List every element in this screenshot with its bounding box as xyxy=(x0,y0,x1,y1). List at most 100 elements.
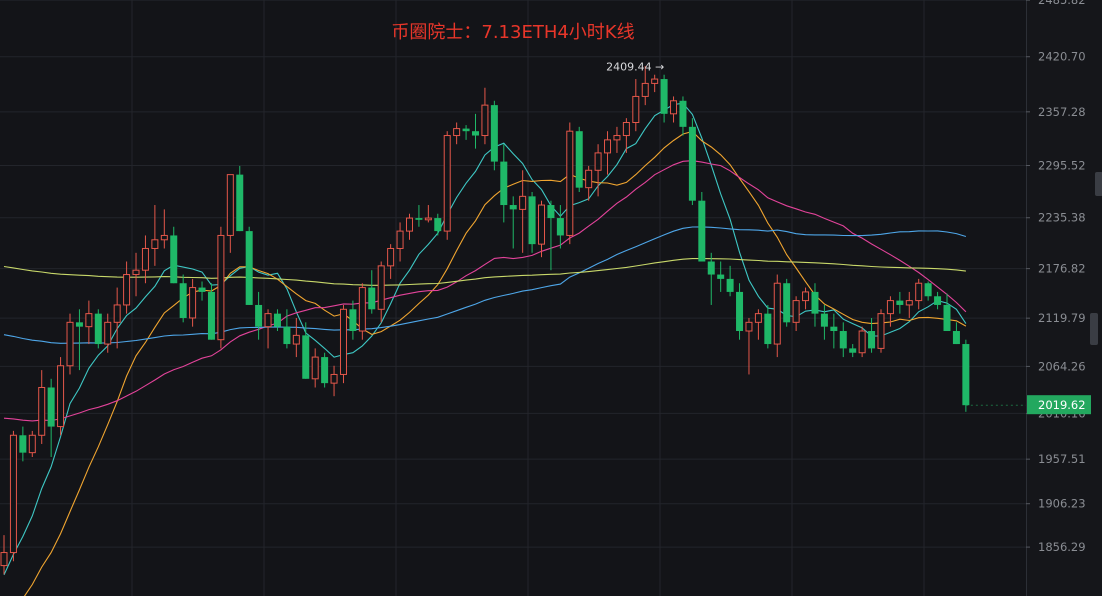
candle-body-47 xyxy=(443,135,451,232)
y-tick-label-3: 2295.52 xyxy=(1038,158,1086,172)
candle-body-31 xyxy=(292,334,300,345)
candle-body-20 xyxy=(189,287,197,319)
candle-body-43 xyxy=(405,217,413,232)
candle-body-87 xyxy=(820,313,828,327)
candle-body-52 xyxy=(490,105,498,162)
candle-body-29 xyxy=(273,313,281,327)
candle-body-69 xyxy=(651,78,659,84)
candle-body-30 xyxy=(283,326,291,345)
candle-body-19 xyxy=(179,283,187,318)
y-tick-label-2: 2357.28 xyxy=(1038,105,1086,119)
candle-body-83 xyxy=(783,283,791,323)
candle-body-8 xyxy=(75,322,83,327)
candle-body-102 xyxy=(962,344,970,406)
candle-body-7 xyxy=(66,321,74,367)
candle-body-76 xyxy=(717,274,725,279)
candle-body-35 xyxy=(330,373,338,384)
candle-body-49 xyxy=(462,128,470,132)
candle-body-33 xyxy=(311,356,319,380)
candle-body-11 xyxy=(104,321,112,345)
candle-body-92 xyxy=(868,331,876,349)
candle-body-22 xyxy=(207,291,215,340)
candle-body-46 xyxy=(434,218,442,232)
candle-body-97 xyxy=(915,282,923,302)
ma-line-blue xyxy=(3,226,967,344)
candle-body-55 xyxy=(519,195,527,210)
candle-body-61 xyxy=(575,131,583,188)
candle-body-77 xyxy=(726,278,734,292)
candle-body-24 xyxy=(226,174,234,236)
candle-body-75 xyxy=(707,261,715,275)
candle-body-67 xyxy=(632,95,640,124)
candle-body-1 xyxy=(9,434,17,554)
candle-body-78 xyxy=(736,291,744,332)
ma-line-magenta xyxy=(3,160,967,422)
candle-body-96 xyxy=(905,300,913,306)
candle-body-85 xyxy=(802,291,810,302)
chart-title: 币圈院士：7.13ETH4小时K线 xyxy=(391,22,635,43)
candle-body-56 xyxy=(528,196,536,245)
candle-body-13 xyxy=(123,274,131,306)
candle-body-39 xyxy=(368,287,376,310)
y-tick-label-10: 1906.23 xyxy=(1038,497,1086,511)
candle-body-28 xyxy=(264,313,272,328)
candle-body-50 xyxy=(472,131,479,136)
ma-line-cyan xyxy=(3,102,967,576)
candle-body-14 xyxy=(132,269,140,276)
candle-body-17 xyxy=(160,234,168,241)
candle-body-40 xyxy=(377,265,385,310)
candle-body-93 xyxy=(877,313,885,349)
scroll-handle[interactable] xyxy=(1090,313,1098,345)
y-tick-label-7: 2064.26 xyxy=(1038,359,1086,373)
candle-body-4 xyxy=(38,386,46,436)
candle-body-53 xyxy=(500,161,508,206)
candle-body-60 xyxy=(566,130,574,236)
candle-body-38 xyxy=(358,287,366,332)
y-tick-label-9: 1957.51 xyxy=(1038,452,1086,466)
candle-body-57 xyxy=(538,204,546,245)
candle-body-10 xyxy=(94,313,102,345)
candle-body-12 xyxy=(113,304,121,323)
y-tick-label-11: 1856.29 xyxy=(1038,540,1086,554)
right-edge-handle[interactable] xyxy=(1095,172,1102,196)
candle-body-70 xyxy=(660,79,668,114)
candle-body-27 xyxy=(255,304,263,327)
candle-body-15 xyxy=(141,247,149,271)
candle-body-37 xyxy=(349,309,357,332)
candle-body-86 xyxy=(811,291,819,314)
candle-body-2 xyxy=(19,435,27,453)
candle-body-73 xyxy=(688,126,696,201)
candle-body-42 xyxy=(396,230,404,249)
candle-body-99 xyxy=(934,296,942,305)
candle-body-23 xyxy=(217,234,225,341)
candle-body-51 xyxy=(481,104,489,137)
candle-body-89 xyxy=(839,331,847,349)
candle-body-54 xyxy=(509,205,517,210)
candle-body-62 xyxy=(585,169,593,189)
candle-body-72 xyxy=(679,100,687,127)
candle-body-58 xyxy=(547,205,555,219)
candle-body-45 xyxy=(424,217,432,221)
candle-body-44 xyxy=(415,218,423,220)
y-tick-label-4: 2235.38 xyxy=(1038,211,1086,225)
candle-body-84 xyxy=(792,300,800,323)
candle-body-0 xyxy=(0,552,8,567)
last-price-tag xyxy=(1027,395,1091,415)
ma-line-yellowgreen xyxy=(3,258,966,286)
candle-body-100 xyxy=(943,304,951,332)
candle-body-64 xyxy=(604,139,612,154)
candle-body-91 xyxy=(858,330,866,354)
candle-body-82 xyxy=(773,282,781,345)
candle-body-25 xyxy=(236,174,244,232)
candle-body-21 xyxy=(198,287,206,292)
candle-body-98 xyxy=(924,283,932,297)
candle-body-74 xyxy=(698,200,706,262)
y-tick-label-1: 2420.70 xyxy=(1038,50,1086,64)
candle-body-36 xyxy=(339,308,347,375)
plot-background xyxy=(0,0,1026,596)
candle-body-41 xyxy=(387,247,395,267)
candle-body-32 xyxy=(302,335,310,379)
candle-body-5 xyxy=(47,387,55,427)
y-tick-label-6: 2119.79 xyxy=(1038,311,1086,325)
